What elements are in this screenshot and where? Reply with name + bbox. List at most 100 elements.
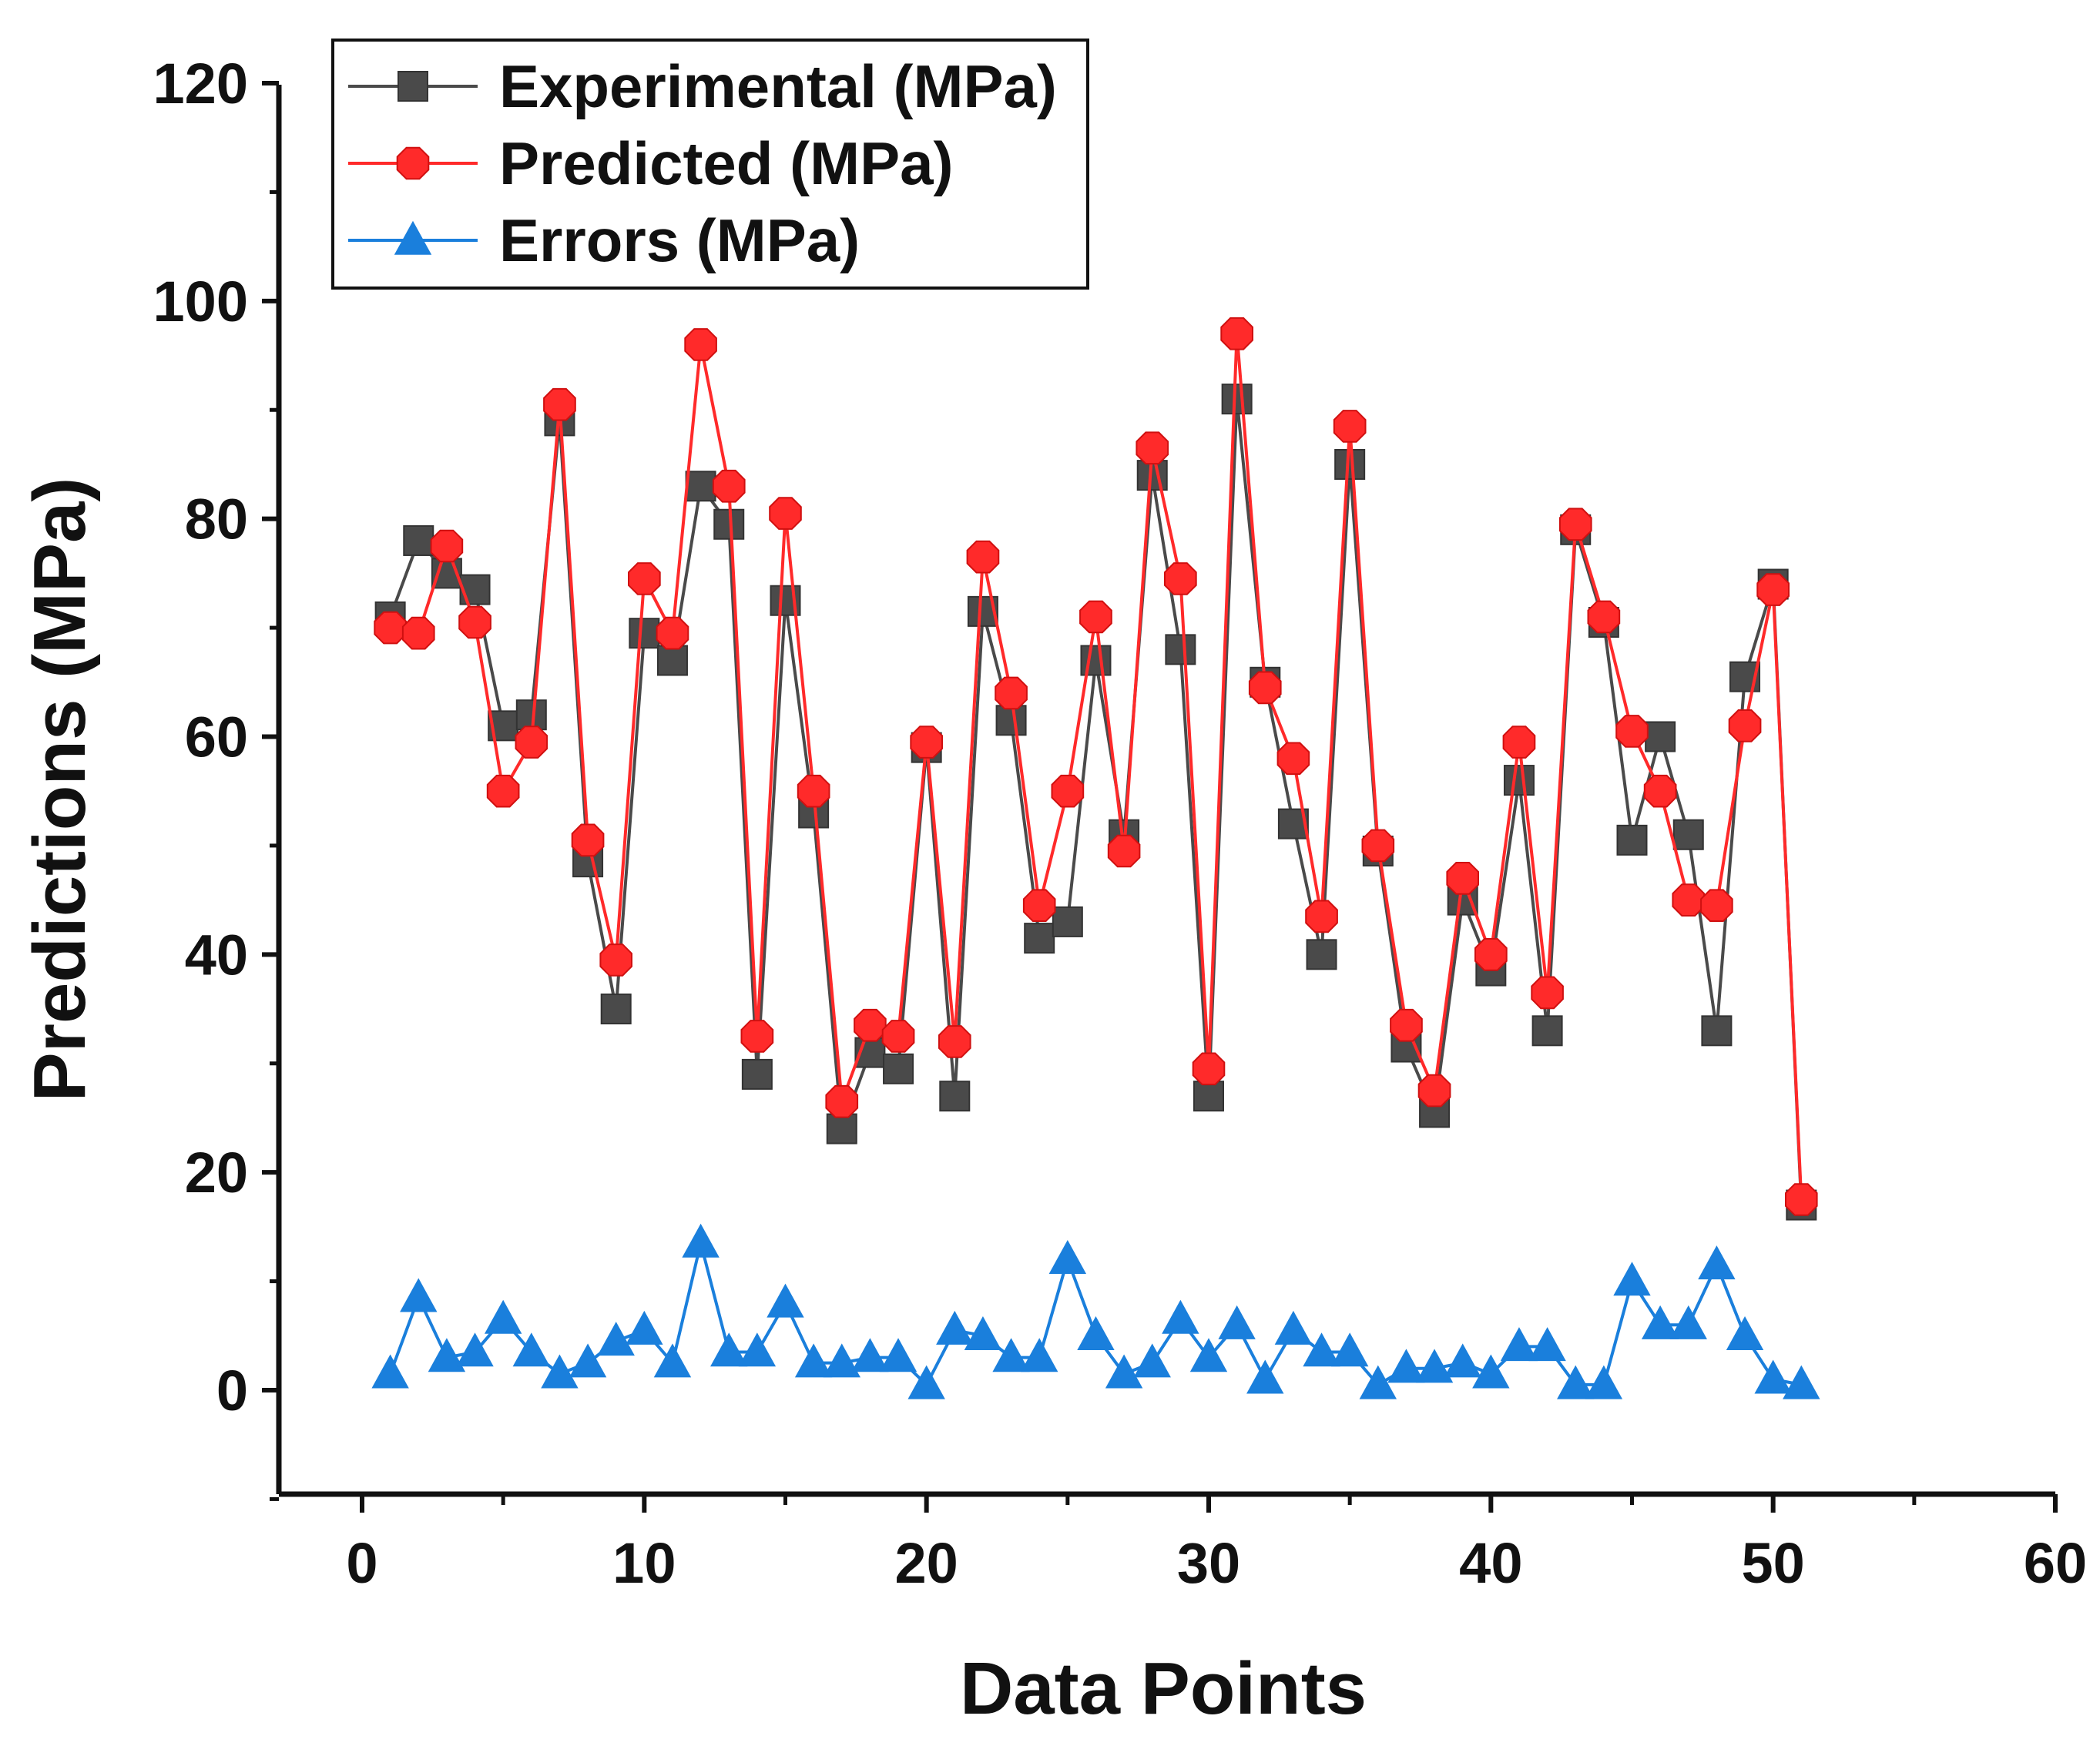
series-predicted xyxy=(374,317,1818,1216)
experimental-point xyxy=(1193,1081,1224,1112)
errors-point xyxy=(428,1338,466,1372)
predicted-point xyxy=(769,497,802,530)
experimental-point xyxy=(1024,923,1055,954)
experimental-point xyxy=(995,705,1027,736)
x-tick-label: 30 xyxy=(1177,1531,1240,1595)
predicted-point xyxy=(401,616,435,650)
errors-point xyxy=(682,1223,720,1258)
experimental-point xyxy=(1672,819,1704,850)
errors-point xyxy=(794,1343,833,1378)
errors-point xyxy=(1783,1365,1820,1399)
errors-point xyxy=(936,1310,974,1345)
errors-point xyxy=(456,1332,494,1367)
errors-point xyxy=(1330,1332,1369,1367)
predicted-point xyxy=(1587,600,1621,634)
predicted-point xyxy=(1107,834,1141,868)
predicted-point xyxy=(1361,829,1395,863)
predicted-point xyxy=(1756,573,1790,606)
experimental-point xyxy=(741,1058,773,1090)
errors-point xyxy=(371,1354,409,1389)
errors-point xyxy=(1585,1365,1623,1399)
errors-point xyxy=(964,1315,1002,1350)
experimental-point xyxy=(1531,1015,1563,1047)
y-tick-label: 0 xyxy=(216,1359,248,1423)
experimental-point xyxy=(403,524,434,556)
errors-point xyxy=(1077,1315,1115,1350)
errors-line xyxy=(388,1242,1802,1388)
errors-point xyxy=(1669,1305,1707,1339)
errors-point xyxy=(1641,1305,1679,1339)
errors-point xyxy=(626,1310,663,1345)
legend-label-predicted: Predicted (MPa) xyxy=(499,129,953,197)
series-errors xyxy=(371,1223,1820,1399)
errors-point xyxy=(1726,1315,1764,1350)
legend-marker-experimental xyxy=(398,71,428,102)
errors-point xyxy=(1359,1365,1397,1399)
predicted-point xyxy=(1417,1074,1451,1108)
errors-point xyxy=(1557,1365,1595,1399)
predicted-point xyxy=(1643,774,1677,808)
errors-point xyxy=(992,1338,1030,1372)
predicted-point xyxy=(1022,889,1056,922)
predicted-point xyxy=(1728,709,1762,742)
experimental-point xyxy=(939,1081,971,1112)
errors-point xyxy=(738,1332,777,1367)
predicted-point xyxy=(1305,900,1338,933)
errors-point xyxy=(512,1332,550,1367)
experimental-point xyxy=(1701,1015,1733,1047)
predicted-point xyxy=(712,469,746,503)
predicted-line xyxy=(390,333,1803,1200)
predicted-point xyxy=(854,1008,887,1042)
y-tick-label: 60 xyxy=(185,705,248,769)
predicted-point xyxy=(740,1020,774,1053)
predicted-point xyxy=(1164,562,1197,595)
experimental-point xyxy=(1645,721,1676,752)
plot-area xyxy=(371,317,1820,1399)
predicted-point xyxy=(1531,976,1564,1010)
x-tick-label: 40 xyxy=(1459,1531,1522,1595)
predicted-point xyxy=(1333,410,1367,443)
errors-point xyxy=(484,1299,522,1334)
errors-point xyxy=(1133,1343,1171,1378)
legend-marker-errors xyxy=(394,220,432,255)
errors-point xyxy=(597,1322,635,1356)
predicted-point xyxy=(1192,1052,1226,1086)
experimental-point xyxy=(883,1053,914,1084)
predicted-point xyxy=(1248,671,1282,705)
experimental-point xyxy=(1503,765,1535,796)
errors-point xyxy=(1472,1354,1510,1389)
predicted-point xyxy=(910,726,943,759)
predicted-point xyxy=(515,726,548,759)
experimental-point xyxy=(685,471,716,502)
errors-point xyxy=(1698,1245,1736,1280)
y-tick-label: 100 xyxy=(153,270,248,333)
predicted-point xyxy=(1672,883,1706,917)
experimental-point xyxy=(629,618,660,649)
errors-point xyxy=(879,1338,917,1372)
predicted-point xyxy=(374,611,407,645)
errors-point xyxy=(907,1365,945,1399)
errors-point xyxy=(1105,1354,1143,1389)
experimental-point xyxy=(1165,634,1196,665)
predicted-point xyxy=(1615,715,1649,748)
predicted-point xyxy=(430,529,464,563)
errors-point xyxy=(1444,1343,1481,1378)
experimental-point xyxy=(656,645,688,676)
experimental-point xyxy=(600,994,632,1025)
legend-item-experimental: Experimental (MPa) xyxy=(348,52,1057,120)
errors-point xyxy=(400,1278,438,1312)
legend-items: Experimental (MPa) Predicted (MPa) Errors … xyxy=(348,52,1057,274)
predicted-point xyxy=(1474,938,1508,971)
errors-point xyxy=(1246,1359,1284,1394)
x-tick-label: 20 xyxy=(895,1531,958,1595)
predicted-point xyxy=(656,616,689,650)
x-tick-label: 60 xyxy=(2024,1531,2087,1595)
series-experimental xyxy=(374,384,1817,1221)
experimental-point xyxy=(1221,384,1253,415)
predicted-point xyxy=(1390,1008,1423,1042)
predicted-point xyxy=(995,676,1028,710)
x-axis-title: Data Points xyxy=(960,1647,1367,1730)
errors-point xyxy=(1613,1262,1651,1296)
y-tick-label: 80 xyxy=(185,488,248,551)
